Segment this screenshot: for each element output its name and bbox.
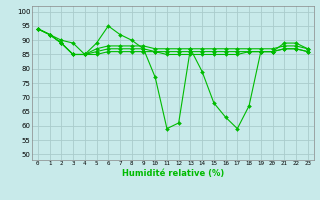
X-axis label: Humidité relative (%): Humidité relative (%): [122, 169, 224, 178]
